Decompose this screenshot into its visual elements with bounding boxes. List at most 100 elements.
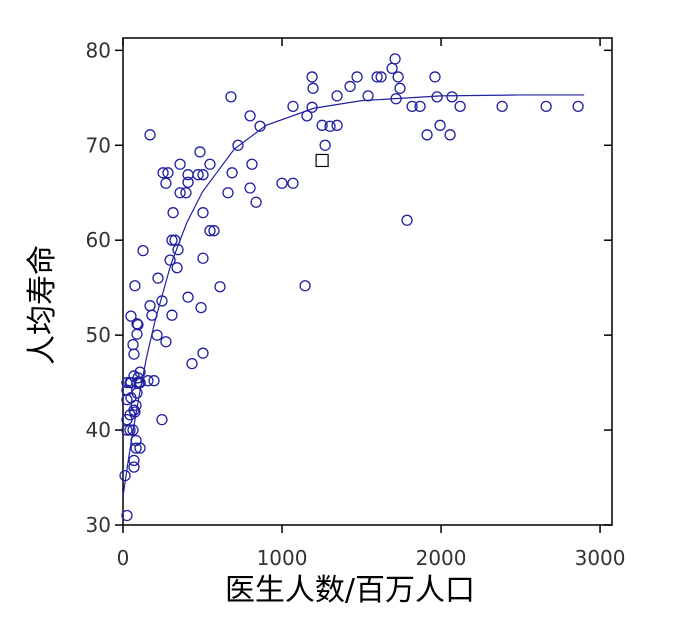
data-point [444, 129, 456, 141]
y-tick-label: 30 [86, 513, 111, 537]
data-point [306, 71, 318, 83]
data-point [572, 100, 584, 113]
data-point [119, 469, 131, 482]
data-point [164, 254, 176, 266]
data-point [167, 207, 179, 219]
data-point [434, 119, 446, 131]
data-point [125, 310, 137, 322]
data-point [401, 214, 413, 226]
data-point [204, 225, 216, 237]
data-point [222, 187, 234, 199]
data-point [244, 182, 256, 194]
data-point [156, 295, 168, 307]
data-point [174, 187, 186, 199]
data-point [129, 406, 141, 418]
data-point [152, 272, 164, 284]
data-point [144, 129, 156, 141]
data-point [197, 347, 209, 359]
data-point [390, 93, 402, 105]
x-tick-label: 3000 [575, 546, 626, 570]
data-point [371, 71, 383, 83]
y-axis-title: 人均寿命 [25, 245, 60, 365]
data-point [171, 262, 183, 274]
data-point [195, 301, 207, 314]
data-point [151, 329, 163, 341]
data-point [316, 119, 328, 131]
data-point [132, 319, 144, 331]
data-point [299, 280, 311, 292]
data-point [431, 91, 443, 103]
data-point [540, 100, 552, 113]
data-point [351, 71, 363, 83]
data-point [250, 196, 262, 208]
data-point [214, 281, 226, 293]
data-point [362, 90, 374, 102]
x-tick-label: 0 [117, 546, 130, 570]
data-point [124, 424, 136, 436]
data-point [174, 158, 186, 170]
data-point [496, 100, 508, 113]
data-point [166, 234, 178, 246]
data-point [146, 309, 158, 321]
data-point [130, 442, 142, 454]
data-point [389, 53, 401, 65]
data-point [392, 71, 404, 83]
data-point [137, 244, 149, 257]
data-point [192, 169, 204, 181]
x-tick-label: 1000 [257, 546, 308, 570]
highlight-point [315, 153, 329, 168]
data-point [131, 318, 143, 330]
plot-frame [122, 37, 613, 526]
data-point [142, 375, 154, 387]
data-point [232, 139, 244, 151]
data-point [166, 309, 178, 321]
data-point [182, 169, 194, 181]
data-point [182, 291, 194, 303]
data-point [331, 90, 343, 102]
data-point [208, 225, 220, 237]
data-point [254, 120, 266, 132]
data-point [414, 100, 426, 113]
data-point [134, 376, 146, 389]
data-point [344, 80, 356, 93]
data-point [246, 158, 258, 170]
data-point [324, 120, 336, 132]
data-point [319, 139, 331, 151]
data-point [128, 461, 140, 473]
data-point [127, 338, 139, 351]
data-point [160, 177, 172, 189]
data-point [162, 167, 174, 179]
data-point [180, 187, 192, 199]
data-point [301, 110, 313, 122]
data-point [429, 71, 441, 83]
data-point [148, 375, 160, 387]
y-tick-label: 60 [86, 228, 111, 252]
data-point [394, 82, 406, 94]
data-point [226, 167, 238, 179]
data-point [287, 177, 299, 189]
data-point [182, 176, 194, 188]
data-point [129, 280, 141, 292]
data-point [131, 328, 143, 340]
data-point [454, 100, 466, 113]
data-point [172, 244, 184, 256]
data-point [197, 169, 209, 181]
data-point [421, 129, 433, 141]
data-point [160, 336, 172, 348]
data-point [204, 158, 216, 170]
data-point [134, 442, 146, 454]
data-point [197, 252, 209, 264]
y-tick-label: 70 [86, 133, 111, 157]
data-point [197, 207, 209, 219]
y-tick-label: 80 [86, 38, 111, 62]
data-point [194, 146, 206, 158]
x-tick-label: 2000 [416, 546, 467, 570]
data-point [186, 357, 198, 370]
data-point [375, 71, 387, 83]
data-point [331, 119, 343, 131]
data-point [307, 82, 319, 94]
data-point [130, 399, 142, 412]
x-axis-title: 医生人数/百万人口 [225, 573, 475, 608]
